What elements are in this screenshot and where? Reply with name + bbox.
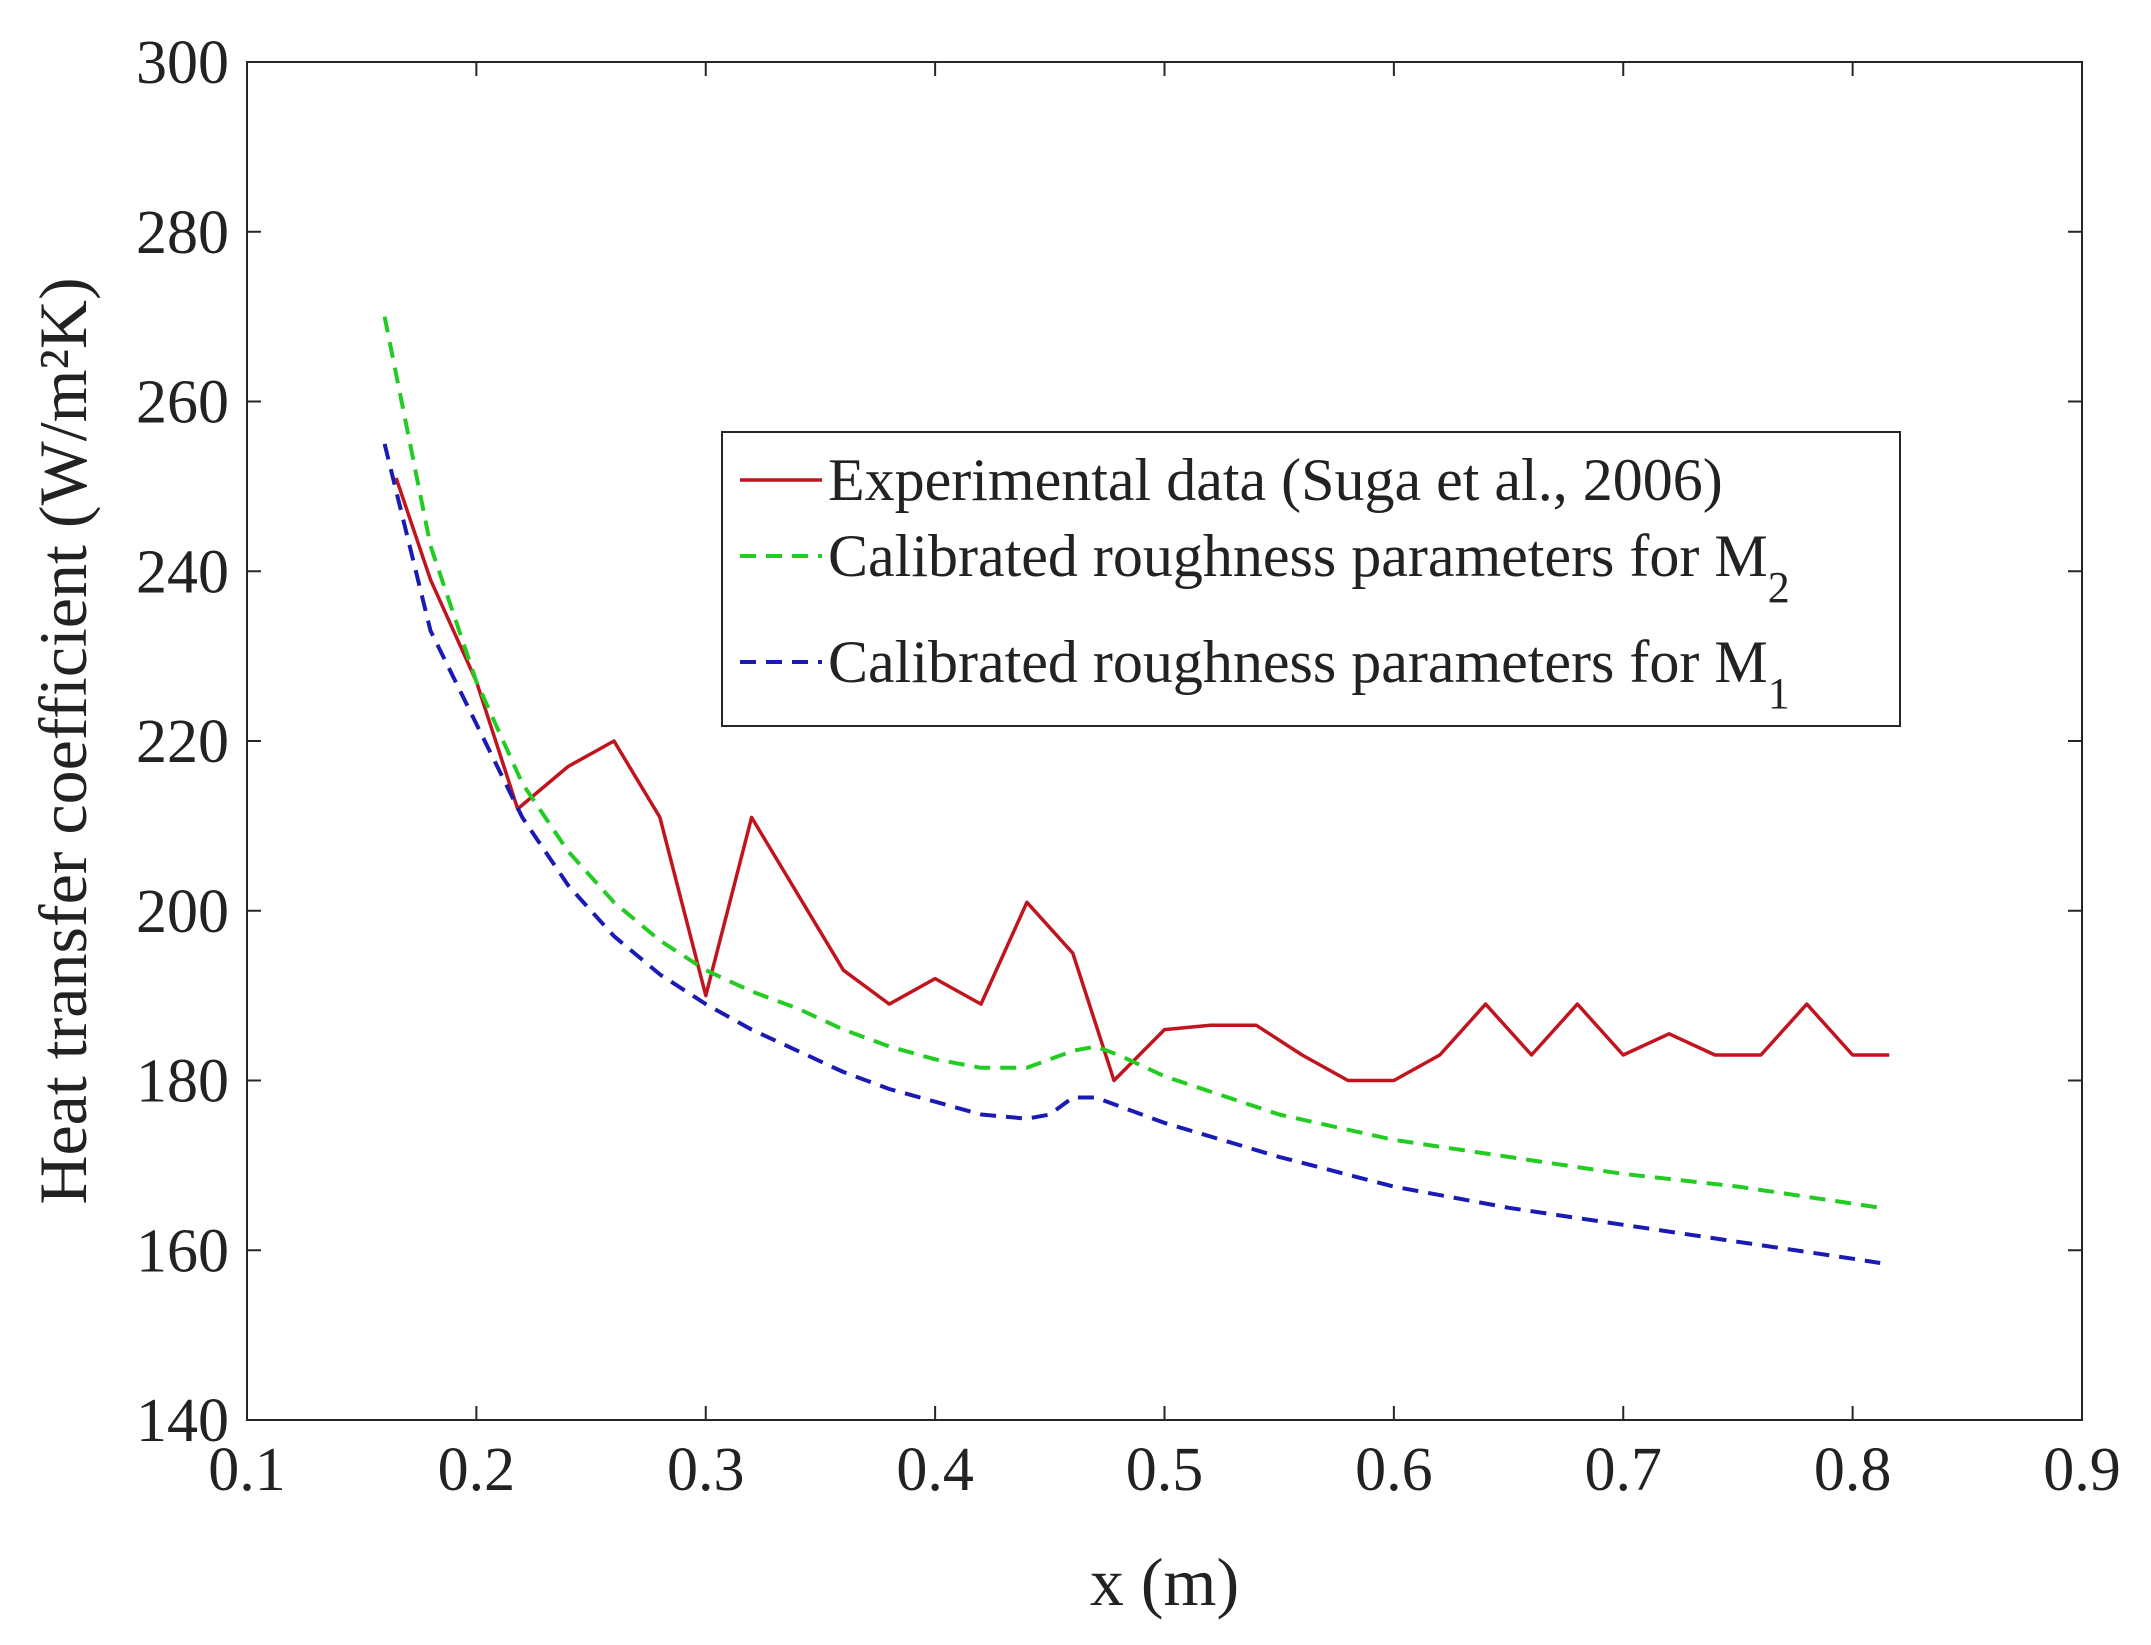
y-tick-label: 260 — [136, 369, 229, 437]
legend: Experimental data (Suga et al., 2006) Cal… — [721, 431, 1901, 727]
y-tick-label: 140 — [136, 1387, 229, 1455]
x-tick-label: 0.1 — [208, 1436, 286, 1504]
series-line-0 — [394, 477, 1890, 1083]
x-tick-label: 0.8 — [1814, 1436, 1892, 1504]
x-tick-label: 0.6 — [1355, 1436, 1433, 1504]
legend-label-main: Experimental data (Suga et al., 2006) — [828, 447, 1723, 513]
series-line-1 — [382, 316, 1881, 1210]
x-axis-label: x (m) — [1090, 1544, 1239, 1620]
legend-label-1: Calibrated roughness parameters for M2 — [828, 523, 1790, 612]
legend-label-main: Calibrated roughness parameters for M — [828, 523, 1768, 589]
y-tick-label: 280 — [136, 199, 229, 267]
y-tick-label: 240 — [136, 538, 229, 606]
x-tick-label: 0.2 — [438, 1436, 516, 1504]
legend-label-subscript: 1 — [1768, 669, 1790, 718]
x-tick-label: 0.5 — [1126, 1436, 1204, 1504]
series-layer — [382, 316, 1890, 1265]
legend-label-2: Calibrated roughness parameters for M1 — [828, 629, 1790, 718]
legend-label-main: Calibrated roughness parameters for M — [828, 629, 1768, 695]
y-tick-label: 160 — [136, 1217, 229, 1285]
x-tick-label: 0.4 — [896, 1436, 974, 1504]
x-tick-label: 0.9 — [2043, 1436, 2121, 1504]
legend-label-subscript: 2 — [1768, 563, 1790, 612]
y-tick-label: 180 — [136, 1048, 229, 1116]
legend-box — [721, 431, 1901, 727]
y-tick-label: 300 — [136, 29, 229, 97]
tick-layer: 0.1 0.2 0.3 0.4 0.5 0.6 0.7 0.8 0.9 140 160 180 200 2… — [136, 29, 2121, 1504]
y-tick-label: 200 — [136, 878, 229, 946]
x-tick-label: 0.3 — [667, 1436, 745, 1504]
y-axis-label: Heat transfer coefficient (W/m²K) — [25, 277, 101, 1204]
x-tick-label: 0.7 — [1585, 1436, 1663, 1504]
legend-label-0: Experimental data (Suga et al., 2006) — [828, 447, 1723, 513]
y-tick-label: 220 — [136, 708, 229, 776]
series-line-2 — [382, 443, 1881, 1265]
